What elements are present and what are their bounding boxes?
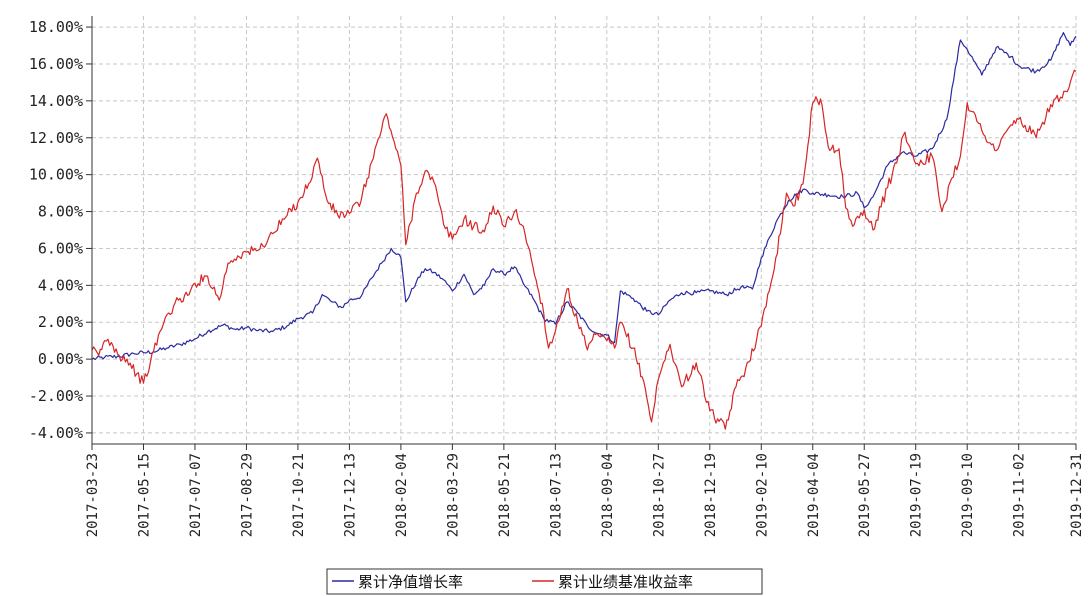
x-tick-label: 2019-04-04 [806, 453, 822, 537]
x-tick-label: 2018-07-13 [548, 453, 564, 537]
legend: 累计净值增长率 累计业绩基准收益率 [326, 568, 763, 595]
data-series [91, 32, 1077, 430]
y-tick-label: 8.00% [38, 203, 83, 221]
series-line-0 [91, 32, 1077, 361]
y-tick-label: 12.00% [29, 129, 83, 147]
y-axis-tick-labels: -4.00% -2.00% 0.00% 2.00% 4.00% 6.00% 8.00% 10.… [29, 18, 83, 442]
x-tick-label: 2018-09-04 [600, 453, 616, 537]
y-tick-label: 14.00% [29, 92, 83, 110]
y-tick-label: -4.00% [29, 424, 83, 442]
legend-label-net-value-growth: 累计净值增长率 [358, 573, 463, 591]
x-tick-label: 2018-03-29 [445, 453, 461, 537]
y-tick-label: 2.00% [38, 313, 83, 331]
x-tick-label: 2019-09-10 [960, 453, 976, 537]
x-tick-label: 2017-07-07 [188, 453, 204, 537]
x-tick-label: 2017-12-13 [342, 453, 358, 537]
y-tick-label: 10.00% [29, 166, 83, 184]
x-tick-label: 2018-12-19 [703, 453, 719, 537]
y-tick-label: 6.00% [38, 239, 83, 257]
x-tick-label: 2019-02-10 [754, 453, 770, 537]
x-axis-tick-labels: 2017-03-23 2017-05-15 2017-07-07 2017-08-29… [85, 453, 1085, 537]
x-tick-label: 2018-02-04 [394, 453, 410, 537]
grid-lines [86, 16, 1077, 450]
x-tick-label: 2018-05-21 [497, 453, 513, 537]
x-tick-label: 2019-11-02 [1012, 453, 1028, 537]
x-tick-label: 2019-12-31 [1069, 453, 1085, 537]
x-tick-label: 2018-10-27 [651, 453, 667, 537]
x-tick-label: 2017-08-29 [239, 453, 255, 537]
y-tick-label: 4.00% [38, 276, 83, 294]
x-tick-label: 2017-05-15 [136, 453, 152, 537]
series-line-1 [91, 69, 1077, 430]
x-tick-label: 2019-05-27 [857, 453, 873, 537]
x-tick-label: 2017-10-21 [291, 453, 307, 537]
y-tick-label: 18.00% [29, 18, 83, 36]
y-tick-label: 0.00% [38, 350, 83, 368]
x-tick-label: 2017-03-23 [85, 453, 101, 537]
y-tick-label: 16.00% [29, 55, 83, 73]
legend-label-benchmark-return: 累计业绩基准收益率 [558, 573, 693, 591]
x-tick-label: 2019-07-19 [909, 453, 925, 537]
y-tick-label: -2.00% [29, 387, 83, 405]
